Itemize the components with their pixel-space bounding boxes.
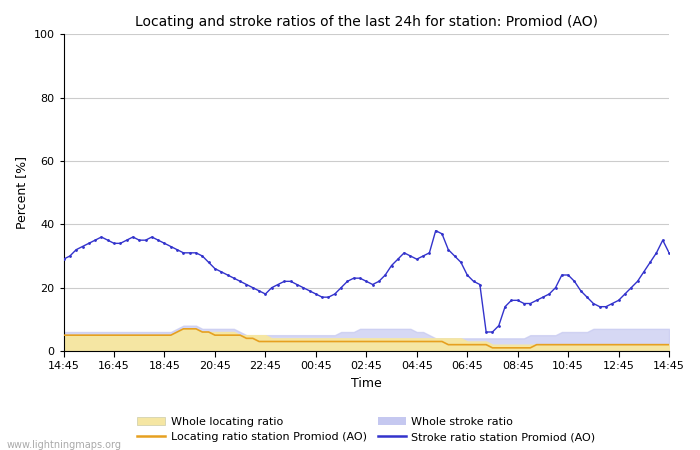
Legend: Whole locating ratio, Locating ratio station Promiod (AO), Whole stroke ratio, S: Whole locating ratio, Locating ratio sta… [133,412,600,447]
Text: www.lightningmaps.org: www.lightningmaps.org [7,440,122,450]
Y-axis label: Percent [%]: Percent [%] [15,156,28,229]
Title: Locating and stroke ratios of the last 24h for station: Promiod (AO): Locating and stroke ratios of the last 2… [135,15,598,29]
X-axis label: Time: Time [351,377,382,390]
